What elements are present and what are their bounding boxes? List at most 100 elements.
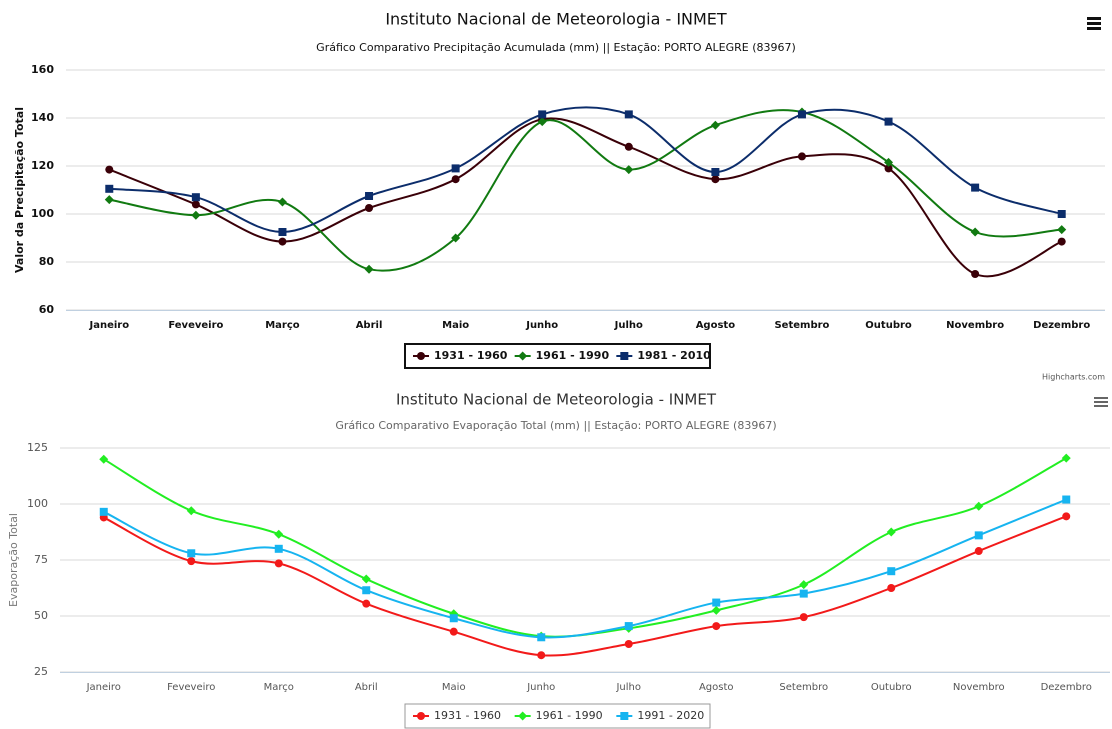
legend-item[interactable]: 1931 - 1960 [413,349,508,362]
data-point [365,192,374,200]
x-tick-label: Março [265,320,300,331]
data-point [274,529,284,539]
series-line [103,457,1067,638]
data-point [537,633,546,642]
data-point [711,175,720,184]
data-point [974,531,983,540]
menu-icon[interactable] [1087,17,1101,30]
data-point [1057,225,1067,235]
legend-label: 1961 - 1990 [536,349,610,362]
x-tick-label: Outubro [865,320,912,331]
data-point [274,559,283,568]
data-point [1061,453,1071,463]
legend-box [404,703,711,729]
menu-bar [1094,401,1108,403]
data-point [974,501,984,511]
data-point [449,627,458,636]
legend-item[interactable]: 1991 - 2020 [616,709,704,722]
x-tick-label: Junho [526,682,555,693]
x-tick-label: Junho [525,320,558,331]
y-tick-label: 125 [27,441,48,454]
chart-title: Instituto Nacional de Meteorologia - INM… [396,391,717,409]
data-point [974,547,983,556]
x-tick-label: Novembro [946,320,1004,331]
legend-item[interactable]: 1961 - 1990 [514,349,610,362]
data-point [799,589,808,598]
data-point [451,233,461,243]
data-point [104,195,114,205]
data-point [624,640,633,648]
data-point [537,651,546,660]
data-point [538,110,547,119]
data-point [624,110,633,119]
data-point [187,549,196,558]
data-point [99,507,108,516]
data-point [278,237,287,246]
series-line [109,106,1063,234]
legend-label: 1991 - 2020 [637,709,704,722]
menu-bar [1094,405,1108,407]
data-point [187,557,196,566]
y-tick-label: 60 [39,303,55,316]
legend-marker [518,711,528,721]
data-point [1062,512,1071,521]
data-point [799,580,809,590]
data-point [624,142,633,151]
legend-item[interactable]: 1931 - 1960 [413,709,501,722]
data-point [887,567,896,576]
legend-label: 1931 - 1960 [434,709,501,722]
menu-icon[interactable] [1094,397,1108,407]
data-point [364,264,374,274]
data-point [1057,237,1066,246]
data-point [887,584,896,592]
data-point [799,613,808,622]
legend-item[interactable]: 1981 - 2010 [616,349,711,362]
legend-item[interactable]: 1961 - 1990 [514,709,603,722]
chart-subtitle: Gráfico Comparativo Precipitação Acumula… [316,41,796,54]
legend-label: 1931 - 1960 [434,349,508,362]
data-point [711,605,721,615]
data-point [191,210,201,220]
x-tick-label: Janeiro [88,320,129,331]
data-point [451,164,460,173]
y-tick-label: 100 [27,497,48,510]
legend-marker [518,351,528,361]
x-tick-label: Maio [442,682,466,693]
data-point [278,228,287,236]
data-point [624,165,634,175]
x-tick-label: Novembro [953,682,1005,693]
data-point [886,527,896,537]
y-tick-label: 25 [34,665,48,678]
data-point [797,110,806,119]
y-tick-label: 140 [31,111,54,124]
data-point [712,598,721,607]
data-point [884,164,893,173]
data-point [191,193,200,202]
x-tick-label: Março [264,682,294,693]
x-tick-label: Julho [615,682,641,693]
data-point [884,117,893,126]
data-point [884,157,894,167]
data-point [99,454,109,464]
menu-bar [1087,22,1101,25]
data-point [1062,495,1071,504]
legend-marker [417,352,425,360]
series-line [109,109,1062,272]
x-tick-label: Dezembro [1033,320,1090,331]
data-point [191,200,200,209]
data-point [451,175,460,184]
chart-subtitle: Gráfico Comparativo Evaporação Total (mm… [335,419,776,432]
data-point [537,117,547,127]
data-point [711,168,720,176]
x-tick-label: Feveveiro [167,682,215,693]
data-point [449,614,458,623]
y-axis-label: Valor da Precipitação Total [13,107,26,273]
data-point [105,184,114,193]
data-point [277,197,287,207]
x-tick-label: Setembro [779,682,828,693]
menu-bar [1094,397,1108,399]
x-tick-label: Feveveiro [168,320,223,331]
x-tick-label: Julho [614,320,643,331]
data-point [105,165,114,174]
